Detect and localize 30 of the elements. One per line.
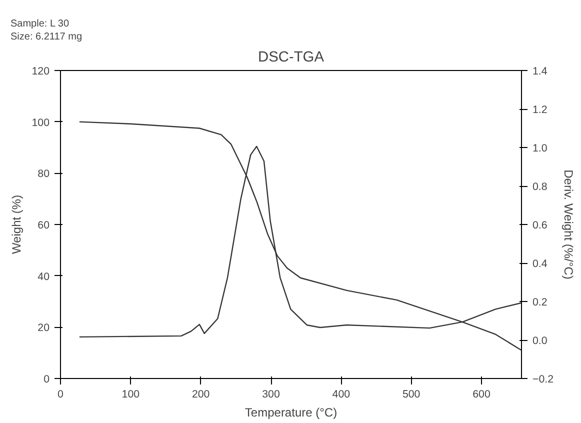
y-tick-label: 60 [38, 220, 50, 232]
chart-title: DSC-TGA [258, 50, 324, 66]
y2-tick-label: −0.2 [532, 374, 554, 386]
y-axis-title: Weight (%) [10, 194, 24, 254]
y-tick-label: 120 [32, 66, 50, 78]
y2-tick-label: 0.2 [532, 296, 548, 308]
y-tick-label: 80 [38, 168, 50, 180]
y2-tick-label: 1.4 [532, 66, 548, 78]
y-tick-label: 0 [44, 374, 50, 386]
y-tick-label: 100 [32, 116, 50, 129]
text: Size: 6.2117 mg [10, 32, 82, 42]
y2-tick-label: 1.0 [532, 142, 548, 154]
y2-tick-label: 0.0 [532, 335, 548, 347]
y2-tick-label: 0.4 [532, 258, 548, 270]
x-tick-label: 200 [192, 388, 210, 400]
y2-axis-title: Deriv. Weight (%/°C) [562, 170, 576, 280]
y2-tick-label: 0.8 [532, 181, 548, 193]
x-tick-label: 400 [332, 388, 350, 400]
y2-tick-label: 0.6 [532, 220, 548, 232]
x-tick-label: 600 [472, 388, 490, 400]
text: Sample: L 30 [10, 18, 70, 30]
x-tick-label: 100 [122, 388, 140, 400]
x-tick-label: 500 [402, 388, 420, 400]
x-tick-label: 0 [58, 388, 64, 400]
y2-tick-label: 1.2 [532, 104, 548, 116]
line-series [78, 121, 522, 351]
x-tick-label: 300 [262, 388, 280, 400]
y-tick-label: 40 [38, 270, 50, 283]
y-tick-label: 20 [38, 322, 50, 334]
x-axis-title: Temperature (°C) [244, 406, 338, 420]
